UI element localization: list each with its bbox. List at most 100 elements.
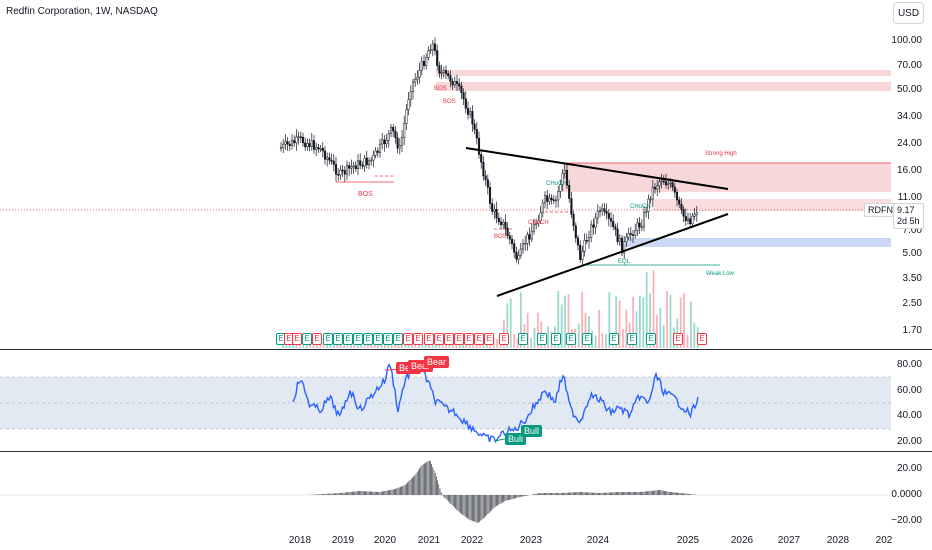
earnings-badge[interactable]: E xyxy=(343,333,353,345)
earnings-badge[interactable]: E xyxy=(393,333,403,345)
price-candle xyxy=(587,237,591,242)
rsi-pane[interactable]: 80.00 60.00 40.00 20.00 Bear Bear Bear B… xyxy=(0,350,932,451)
earnings-badge[interactable]: E xyxy=(444,333,454,345)
osc-axis-label: 0.0000 xyxy=(891,489,922,500)
price-candle xyxy=(552,199,555,201)
price-candle xyxy=(299,136,302,139)
price-candle xyxy=(634,230,637,236)
earnings-badge[interactable]: E xyxy=(499,333,509,345)
earnings-badge[interactable]: E xyxy=(373,333,383,345)
time-axis-label: 2019 xyxy=(331,535,355,546)
volume-bar xyxy=(452,341,454,348)
volume-bar xyxy=(513,333,515,348)
oscillator-pane[interactable]: 20.00 0.0000 −20.00 xyxy=(0,452,932,530)
price-candle xyxy=(418,69,421,78)
price-candle xyxy=(286,141,289,145)
price-pane[interactable]: Redfin Corporation, 1W, NASDAQ USD 100.0… xyxy=(0,0,932,349)
price-candle xyxy=(317,147,320,150)
earnings-badge[interactable]: E xyxy=(424,333,434,345)
volume-bar xyxy=(496,339,498,348)
currency-button[interactable]: USD xyxy=(893,2,924,24)
earnings-badge[interactable]: E xyxy=(646,333,656,345)
earnings-badge[interactable]: E xyxy=(413,333,423,345)
earnings-badge[interactable]: E xyxy=(537,333,547,345)
price-candle xyxy=(543,195,547,204)
earnings-badge[interactable]: E xyxy=(673,333,683,345)
earnings-badge[interactable]: E xyxy=(292,333,302,345)
price-candle xyxy=(515,251,518,260)
price-candle xyxy=(282,143,285,148)
price-candle xyxy=(297,136,300,139)
demand-zone xyxy=(626,238,891,247)
price-axis-label: 100.00 xyxy=(891,35,922,46)
volume-bar xyxy=(547,326,549,348)
volume-bar xyxy=(645,272,648,348)
volume-bar xyxy=(669,294,672,348)
earnings-badge[interactable]: E xyxy=(582,333,592,345)
price-candle xyxy=(572,214,575,227)
earnings-badge[interactable]: E xyxy=(464,333,474,345)
price-axis-label: 34.00 xyxy=(896,111,922,122)
earnings-badge[interactable]: E xyxy=(323,333,333,345)
price-candle xyxy=(387,133,390,141)
price-candle xyxy=(689,218,692,225)
price-candle xyxy=(451,81,454,86)
price-candle xyxy=(453,81,456,86)
price-candle xyxy=(488,187,492,204)
price-candle xyxy=(612,220,615,227)
price-chart[interactable] xyxy=(0,0,932,349)
price-candle xyxy=(495,209,498,219)
earnings-badge[interactable]: E xyxy=(627,333,637,345)
price-candle xyxy=(414,78,417,83)
pane-separator[interactable] xyxy=(0,349,932,350)
price-candle xyxy=(462,92,465,100)
earnings-badge[interactable]: E xyxy=(454,333,464,345)
earnings-badge[interactable]: E xyxy=(363,333,373,345)
price-axis-label: 70.00 xyxy=(896,60,922,71)
earnings-badge[interactable]: E xyxy=(474,333,484,345)
time-axis-label: 2020 xyxy=(373,535,397,546)
price-candle xyxy=(381,139,384,145)
price-candle xyxy=(691,215,694,225)
earnings-badge[interactable]: E xyxy=(484,333,494,345)
chart-title[interactable]: Redfin Corporation, 1W, NASDAQ xyxy=(6,6,158,17)
price-candle xyxy=(279,147,283,149)
price-candle xyxy=(524,243,527,245)
price-candle xyxy=(499,221,503,225)
time-axis-label: 2025 xyxy=(676,535,700,546)
price-candle xyxy=(398,145,401,149)
price-candle xyxy=(321,148,324,152)
pane-separator[interactable] xyxy=(0,451,932,452)
price-candle xyxy=(350,166,353,169)
volume-bar xyxy=(690,301,692,348)
earnings-badge[interactable]: E xyxy=(302,333,312,345)
earnings-badge[interactable]: E xyxy=(333,333,343,345)
price-candle xyxy=(671,182,674,188)
price-candle xyxy=(403,123,406,138)
last-price-tag: 9.17 2d 5h xyxy=(893,203,924,229)
price-candle xyxy=(471,111,474,125)
earnings-badge[interactable]: E xyxy=(697,333,707,345)
volume-bar xyxy=(679,297,682,348)
osc-axis-label: 20.00 xyxy=(896,463,922,474)
volume-bar xyxy=(615,296,617,348)
volume-bar xyxy=(686,334,689,348)
earnings-badge[interactable]: E xyxy=(383,333,393,345)
earnings-badge[interactable]: E xyxy=(609,333,619,345)
earnings-badge[interactable]: E xyxy=(518,333,528,345)
osc-axis-label: −20.00 xyxy=(891,515,922,526)
price-candle xyxy=(508,235,511,240)
volume-bar xyxy=(326,343,328,348)
earnings-badge[interactable]: E xyxy=(566,333,576,345)
earnings-badge[interactable]: E xyxy=(353,333,363,345)
price-candle xyxy=(607,213,610,219)
volume-bar xyxy=(390,342,393,348)
oscillator-chart[interactable] xyxy=(0,452,932,530)
earnings-badge[interactable]: E xyxy=(434,333,444,345)
price-candle xyxy=(405,109,408,124)
price-candle xyxy=(662,180,665,183)
earnings-badge[interactable]: E xyxy=(551,333,561,345)
earnings-badge[interactable]: E xyxy=(312,333,322,345)
rsi-chart[interactable] xyxy=(0,350,932,451)
earnings-badge[interactable]: E xyxy=(403,333,413,345)
